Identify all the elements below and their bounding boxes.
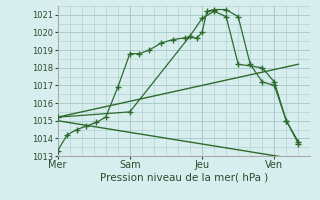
X-axis label: Pression niveau de la mer( hPa ): Pression niveau de la mer( hPa ) — [100, 173, 268, 183]
